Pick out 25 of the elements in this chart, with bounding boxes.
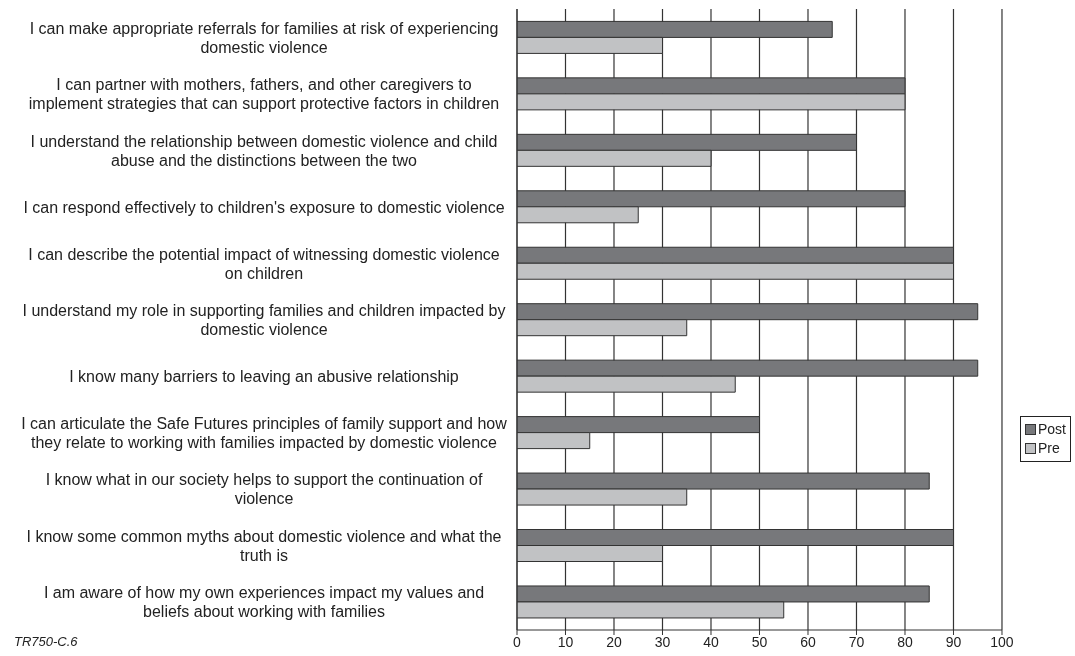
x-tick-label: 10 — [557, 633, 574, 650]
x-tick-label: 90 — [945, 633, 962, 650]
legend-label: Post — [1037, 420, 1066, 439]
y-tick-label: I am aware of how my own experiences impact my values and beliefs about working with families — [43, 584, 485, 621]
y-tick-label: I know many barriers to leaving an abusive relationship — [69, 367, 459, 385]
x-tick-label: 30 — [654, 633, 671, 650]
legend-label: Pre — [1037, 439, 1060, 458]
x-tick-label: 80 — [897, 633, 913, 650]
y-tick-label: I can describe the potential impact of witnessing domestic violence on children — [28, 245, 500, 282]
y-tick-label: I can make appropriate referrals for families at risk of experiencing domestic violence — [29, 19, 499, 56]
y-tick-label: I know what in our society helps to support the continuation of violence — [45, 471, 483, 508]
y-tick-label: I can articulate the Safe Futures principles of family support and how they relate to working with families impacted by domestic violence — [21, 414, 508, 451]
y-tick-label: I can partner with mothers, fathers, and other caregivers to implement strategies that can support protective factors in children — [28, 76, 500, 113]
x-tick-label: 40 — [703, 633, 719, 650]
x-tick-label: 70 — [848, 633, 865, 650]
x-tick-label: 60 — [800, 633, 816, 650]
text: TR750-C.6 — [14, 634, 78, 649]
x-tick-label: 50 — [751, 633, 768, 650]
x-tick-label: 0 — [513, 633, 522, 650]
x-tick-label: 20 — [606, 633, 622, 650]
x-tick-label: 100 — [990, 633, 1014, 650]
y-tick-label: I know some common myths about domestic violence and what the truth is — [26, 527, 502, 564]
y-tick-label: I understand the relationship between domestic violence and child abuse and the distinctions between the two — [30, 132, 498, 169]
y-tick-label: I can respond effectively to children's exposure to domestic violence — [23, 198, 505, 216]
y-tick-label: I understand my role in supporting families and children impacted by domestic violence — [22, 302, 506, 338]
